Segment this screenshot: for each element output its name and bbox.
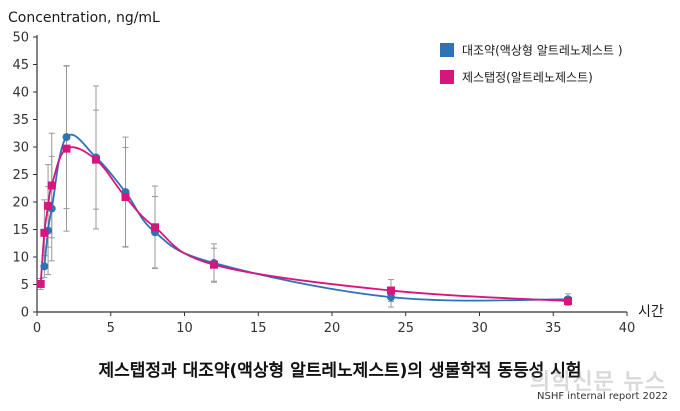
y-tick-label: 10 bbox=[12, 251, 29, 266]
data-point bbox=[44, 201, 53, 210]
watermark: 의학신문 뉴스 bbox=[529, 370, 666, 395]
legend-swatch bbox=[440, 70, 454, 84]
x-tick-label: 25 bbox=[397, 321, 414, 336]
series-curves bbox=[39, 134, 569, 302]
legend-label: 제스탭정(알트레노제스트) bbox=[462, 71, 593, 85]
y-tick-label: 30 bbox=[12, 141, 29, 156]
x-tick-label: 35 bbox=[545, 321, 562, 336]
y-tick-label: 45 bbox=[12, 58, 29, 73]
data-point bbox=[40, 262, 49, 271]
data-point bbox=[62, 144, 71, 153]
data-point bbox=[387, 293, 395, 302]
axes: 0 5 10 15 20 25 30 35 40 45 50 0 5 10 15 20 25 30 35 40 bbox=[12, 31, 635, 337]
legend: 대조약(액상형 알트레노제스트 ) 제스탭정(알트레노제스트) bbox=[440, 43, 623, 85]
y-tick-label: 25 bbox=[12, 168, 29, 183]
x-tick-label: 40 bbox=[619, 321, 636, 336]
y-tick-label: 35 bbox=[12, 113, 29, 128]
y-tick-label: 20 bbox=[12, 196, 29, 211]
pk-chart: Concentration, ng/mL 0 5 10 15 20 25 30 35 40 45 5… bbox=[8, 10, 664, 337]
y-tick-label: 50 bbox=[12, 31, 29, 46]
data-point bbox=[151, 223, 159, 232]
legend-swatch bbox=[440, 43, 454, 57]
series-line bbox=[43, 134, 569, 302]
data-point bbox=[387, 286, 395, 295]
data-point bbox=[47, 181, 56, 190]
series-line bbox=[39, 146, 569, 302]
x-axis-label: 시간 bbox=[638, 304, 664, 320]
data-point bbox=[62, 133, 71, 142]
data-point bbox=[121, 193, 130, 202]
y-tick-label: 40 bbox=[12, 86, 29, 101]
data-point bbox=[564, 297, 572, 305]
x-tick-label: 15 bbox=[250, 321, 267, 336]
y-axis-label: Concentration, ng/mL bbox=[8, 10, 160, 26]
y-tick-label: 15 bbox=[12, 223, 29, 238]
series-markers bbox=[36, 133, 572, 305]
x-tick-label: 20 bbox=[324, 321, 341, 336]
data-point bbox=[210, 260, 218, 269]
source-note: NSHF internal report 2022 bbox=[537, 391, 668, 402]
chart-caption: 제스탭정과 대조약(액상형 알트레노제스트)의 생물학적 동등성 시험 bbox=[98, 361, 582, 381]
x-tick-label: 10 bbox=[176, 321, 193, 336]
x-tick-label: 30 bbox=[471, 321, 488, 336]
x-tick-label: 0 bbox=[33, 321, 41, 336]
data-point bbox=[40, 228, 49, 237]
data-point bbox=[92, 155, 100, 164]
y-tick-label: 0 bbox=[21, 306, 29, 321]
legend-label: 대조약(액상형 알트레노제스트 ) bbox=[462, 43, 623, 58]
data-point bbox=[36, 279, 45, 288]
x-tick-label: 5 bbox=[107, 321, 115, 336]
y-tick-label: 5 bbox=[21, 278, 29, 293]
